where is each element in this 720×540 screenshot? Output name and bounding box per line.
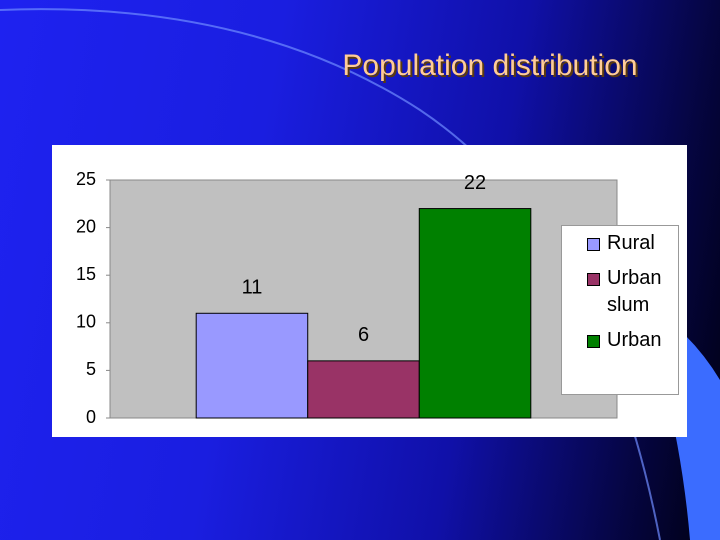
legend-swatch [587, 335, 600, 348]
legend-item: Urban [587, 327, 678, 354]
legend-item: Rural [587, 230, 678, 257]
legend-label: Rural [607, 232, 655, 254]
legend-swatch [587, 238, 600, 251]
y-tick-label: 5 [86, 359, 96, 379]
y-tick-label: 0 [86, 407, 96, 427]
y-tick-label: 10 [76, 312, 96, 332]
bar [418, 208, 532, 419]
data-label: 6 [358, 324, 369, 346]
y-tick-label: 20 [76, 216, 96, 236]
data-label: 11 [242, 277, 263, 299]
y-tick-label: 15 [76, 264, 96, 284]
legend-label: Urban [607, 329, 662, 351]
legend-item: Urban slum [587, 265, 678, 319]
chart-title: Population distribution [342, 49, 637, 82]
title-shadow: Population distribution [344, 51, 639, 84]
bar [195, 312, 309, 419]
bar [307, 360, 420, 419]
legend-swatch [587, 273, 600, 286]
legend-label: Urban slum [607, 267, 662, 316]
data-label: 22 [464, 172, 486, 194]
y-tick-label: 25 [76, 169, 96, 189]
legend: Rural Urban slum Urban [561, 225, 679, 395]
